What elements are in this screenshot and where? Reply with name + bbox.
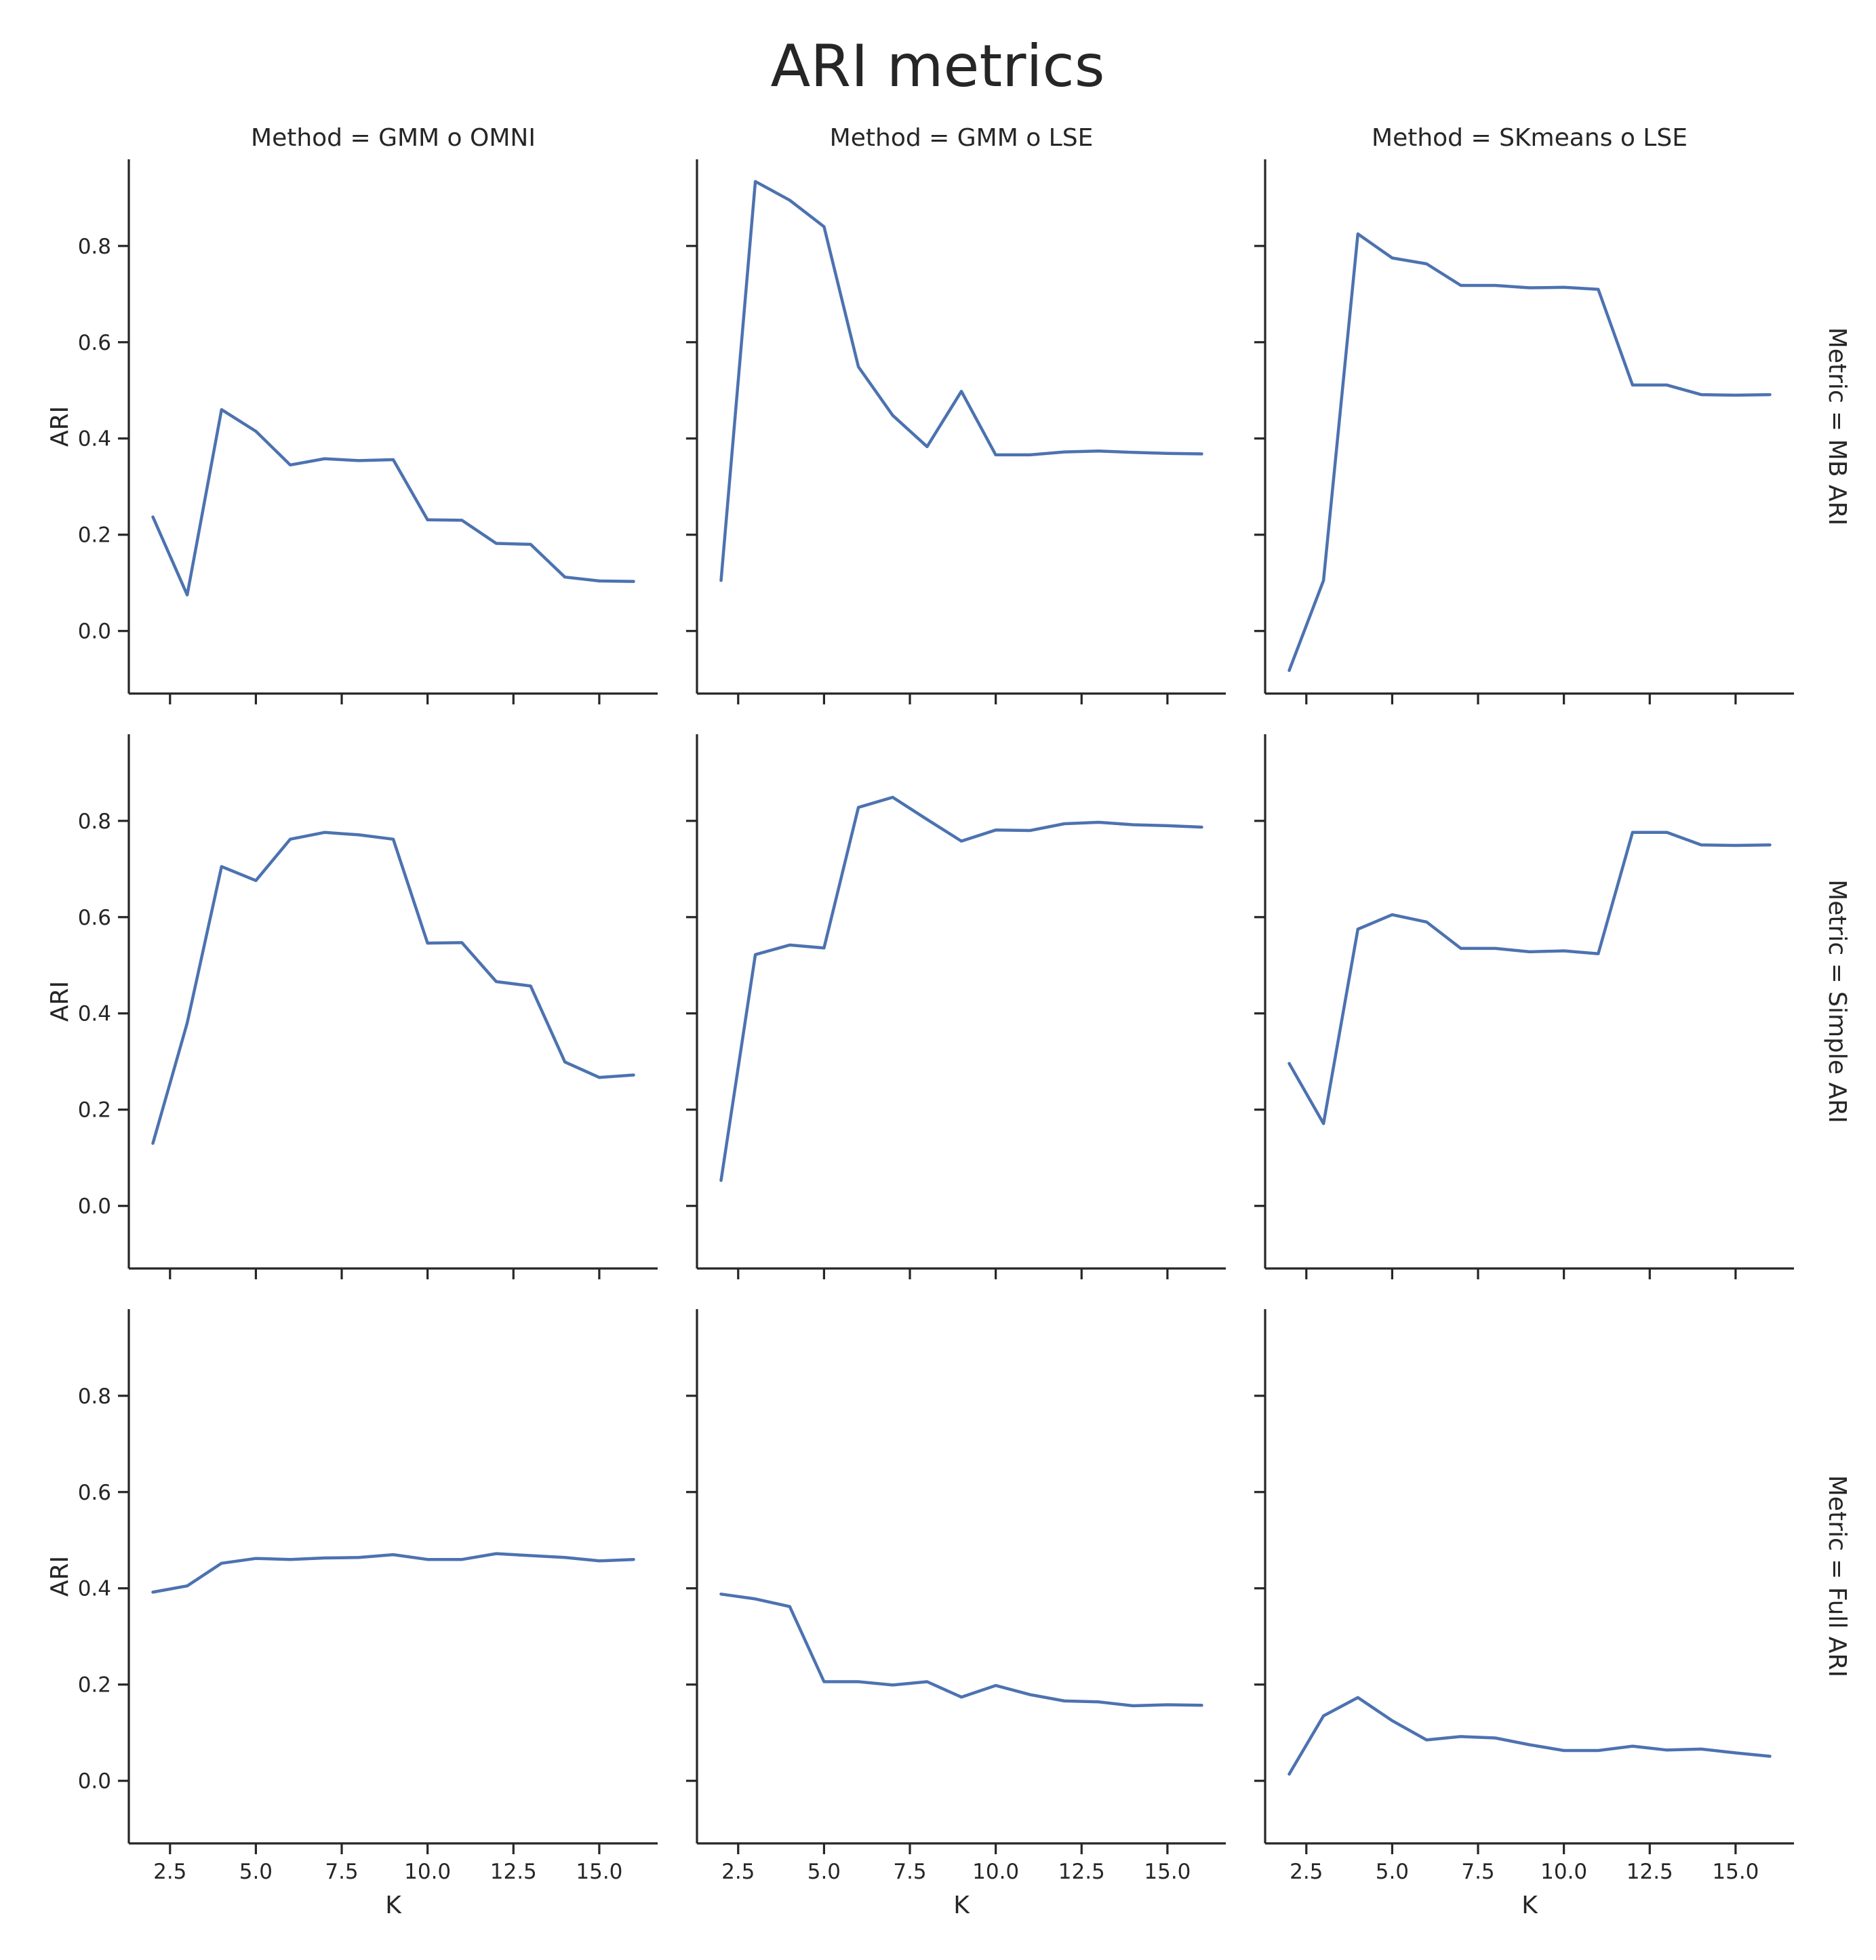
- x-tick-label: 15.0: [576, 1860, 622, 1884]
- panel-2-3: Metric = Simple ARI: [1254, 734, 1851, 1279]
- x-tick-label: 7.5: [325, 1860, 358, 1884]
- series-line: [151, 831, 635, 1145]
- x-tick-label: 15.0: [1144, 1860, 1191, 1884]
- x-axis-label: K: [1521, 1892, 1538, 1919]
- x-tick-label: 12.5: [1626, 1860, 1673, 1884]
- panel-1-1: 0.0 0.2 0.4 0.6 0.8 Method = GMM o OMNI ARI: [46, 124, 658, 704]
- y-tick-label: 0.8: [78, 1384, 111, 1409]
- panel-grid: 0.0 0.2 0.4 0.6 0.8 Method = GMM o OMNI ARI Met…: [46, 124, 1851, 1919]
- y-tick-label: 0.6: [78, 906, 111, 930]
- x-tick-label: 7.5: [1461, 1860, 1494, 1884]
- x-tick-label: 2.5: [1290, 1860, 1323, 1884]
- y-tick-label: 0.4: [78, 1002, 111, 1026]
- y-tick-label: 0.2: [78, 1673, 111, 1698]
- series-line: [1288, 232, 1772, 673]
- y-axis-label: ARI: [46, 981, 74, 1022]
- y-tick-label: 0.0: [78, 620, 111, 644]
- series-line: [719, 180, 1203, 582]
- y-tick-label: 0.0: [78, 1195, 111, 1219]
- series-line: [151, 407, 635, 597]
- x-tick-label: 15.0: [1712, 1860, 1759, 1884]
- x-tick-label: 5.0: [1376, 1860, 1409, 1884]
- y-axis-label: ARI: [46, 406, 74, 447]
- panel-3-2: 2.5 5.0 7.5 10.0 12.5 15.0 K: [686, 1309, 1226, 1919]
- y-tick-label: 0.6: [78, 331, 111, 355]
- row-label: Metric = Simple ARI: [1823, 879, 1851, 1123]
- column-header: Method = SKmeans o LSE: [1372, 124, 1688, 152]
- panel-1-3: Method = SKmeans o LSE Metric = MB ARI: [1254, 124, 1851, 704]
- x-tick-label: 2.5: [721, 1860, 755, 1884]
- panel-2-1: 0.0 0.2 0.4 0.6 0.8 ARI: [46, 734, 658, 1279]
- x-tick-label: 5.0: [807, 1860, 841, 1884]
- row-label: Metric = MB ARI: [1823, 327, 1851, 525]
- y-tick-label: 0.4: [78, 427, 111, 452]
- x-tick-label: 10.0: [404, 1860, 451, 1884]
- x-tick-label: 12.5: [490, 1860, 537, 1884]
- x-tick-label: 5.0: [239, 1860, 273, 1884]
- y-tick-label: 0.2: [78, 523, 111, 548]
- x-tick-label: 2.5: [153, 1860, 186, 1884]
- y-tick-label: 0.0: [78, 1769, 111, 1794]
- y-tick-label: 0.4: [78, 1577, 111, 1601]
- series-line: [151, 1552, 635, 1594]
- panel-2-2: [686, 734, 1226, 1279]
- x-tick-label: 10.0: [1540, 1860, 1587, 1884]
- series-line: [1288, 1696, 1772, 1776]
- y-tick-label: 0.2: [78, 1098, 111, 1123]
- x-axis-label: K: [953, 1892, 970, 1919]
- y-tick-label: 0.8: [78, 235, 111, 259]
- y-axis-label: ARI: [46, 1556, 74, 1597]
- x-tick-label: 7.5: [893, 1860, 926, 1884]
- y-tick-label: 0.8: [78, 809, 111, 834]
- series-line: [719, 795, 1203, 1182]
- panel-3-3: 2.5 5.0 7.5 10.0 12.5 15.0 Metric = Full ARI K: [1254, 1309, 1851, 1919]
- series-line: [1288, 831, 1772, 1125]
- column-header: Method = GMM o OMNI: [251, 124, 536, 152]
- x-axis-label: K: [385, 1892, 402, 1919]
- chart-title: ARI metrics: [770, 33, 1104, 100]
- column-header: Method = GMM o LSE: [830, 124, 1094, 152]
- x-tick-label: 12.5: [1058, 1860, 1105, 1884]
- y-tick-label: 0.6: [78, 1481, 111, 1505]
- x-tick-label: 10.0: [972, 1860, 1019, 1884]
- panel-1-2: Method = GMM o LSE: [686, 124, 1226, 704]
- panel-3-1: 0.0 0.2 0.4 0.6 0.8 2.5 5.0 7.5 10.0 12.5 15.0 ARI K: [46, 1309, 658, 1919]
- row-label: Metric = Full ARI: [1823, 1475, 1851, 1677]
- series-line: [719, 1593, 1203, 1708]
